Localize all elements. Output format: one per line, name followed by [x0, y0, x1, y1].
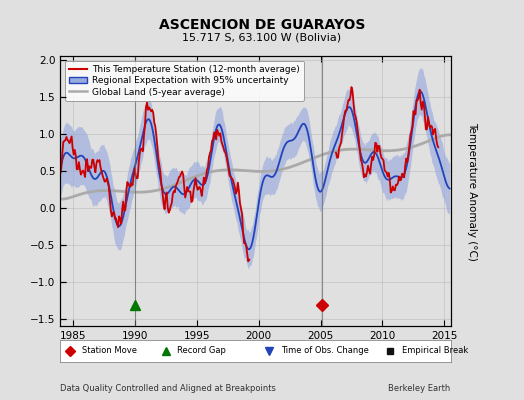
Text: Berkeley Earth: Berkeley Earth	[388, 384, 451, 393]
Text: Data Quality Controlled and Aligned at Breakpoints: Data Quality Controlled and Aligned at B…	[60, 384, 276, 393]
Text: Time of Obs. Change: Time of Obs. Change	[281, 346, 369, 355]
Text: 15.717 S, 63.100 W (Bolivia): 15.717 S, 63.100 W (Bolivia)	[182, 33, 342, 43]
Text: ASCENCION DE GUARAYOS: ASCENCION DE GUARAYOS	[159, 18, 365, 32]
Text: Station Move: Station Move	[82, 346, 137, 355]
Text: Empirical Break: Empirical Break	[402, 346, 468, 355]
Y-axis label: Temperature Anomaly (°C): Temperature Anomaly (°C)	[467, 122, 477, 260]
Legend: This Temperature Station (12-month average), Regional Expectation with 95% uncer: This Temperature Station (12-month avera…	[65, 60, 304, 101]
Text: Record Gap: Record Gap	[177, 346, 226, 355]
